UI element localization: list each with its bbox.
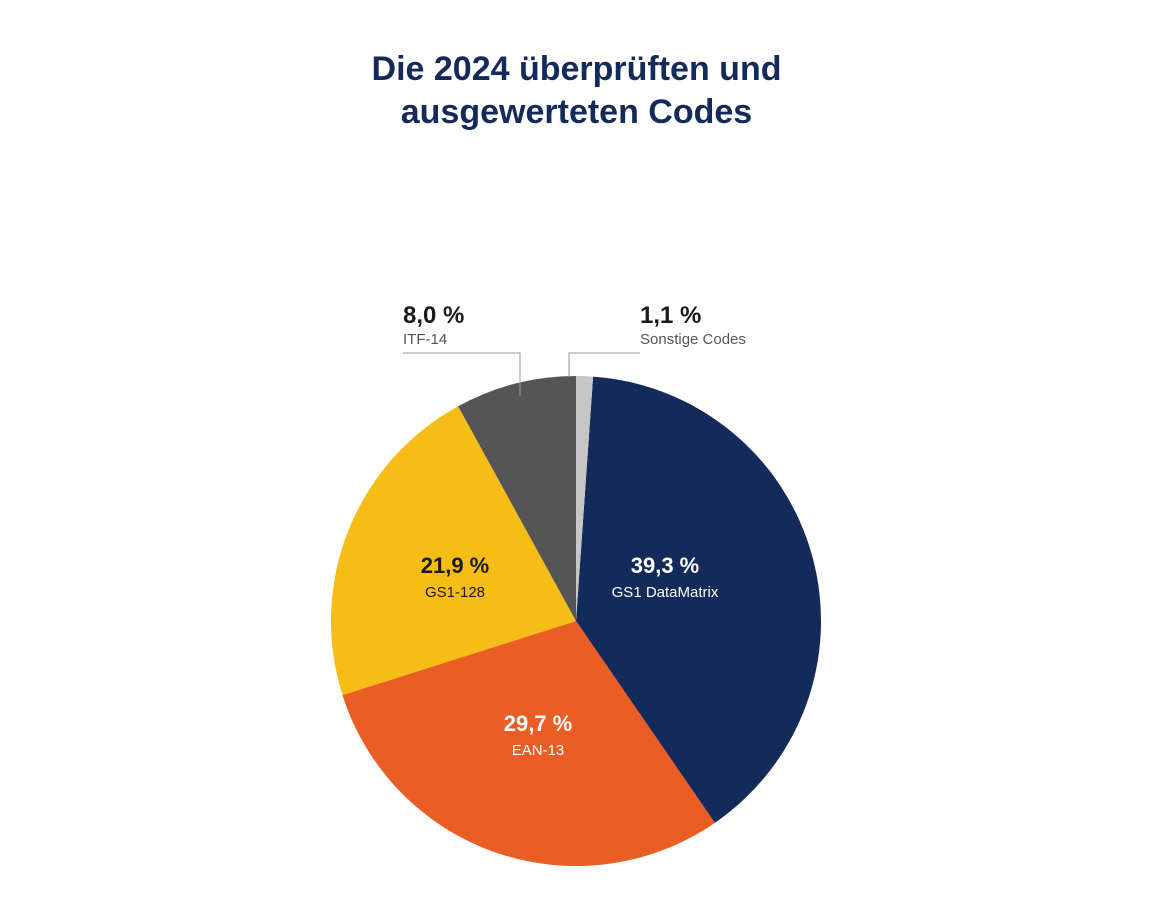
slice-label-datamatrix: GS1 DataMatrix [612, 584, 719, 601]
slice-pct-itf14: 8,0 % [403, 302, 464, 329]
title-line2: ausgewerteten Codes [401, 93, 752, 131]
slice-label-gs1128: GS1-128 [425, 584, 485, 601]
pie-svg: 39,3 % GS1 DataMatrix 29,7 % EAN-13 21,9 % GS… [0, 133, 1153, 901]
slice-label-itf14: ITF-14 [403, 331, 447, 348]
chart-title: Die 2024 überprüften und ausgewerteten C… [0, 0, 1153, 133]
slice-pct-sonstige: 1,1 % [640, 302, 701, 329]
slice-pct-gs1128: 21,9 % [421, 553, 490, 578]
title-line1: Die 2024 überprüften und [372, 50, 782, 88]
pie-chart: 39,3 % GS1 DataMatrix 29,7 % EAN-13 21,9 % GS… [0, 133, 1153, 906]
slice-pct-ean13: 29,7 % [504, 711, 573, 736]
slice-label-sonstige: Sonstige Codes [640, 331, 746, 348]
slice-pct-datamatrix: 39,3 % [631, 553, 700, 578]
slice-label-ean13: EAN-13 [512, 742, 565, 759]
callout-line-sonstige [569, 353, 640, 377]
